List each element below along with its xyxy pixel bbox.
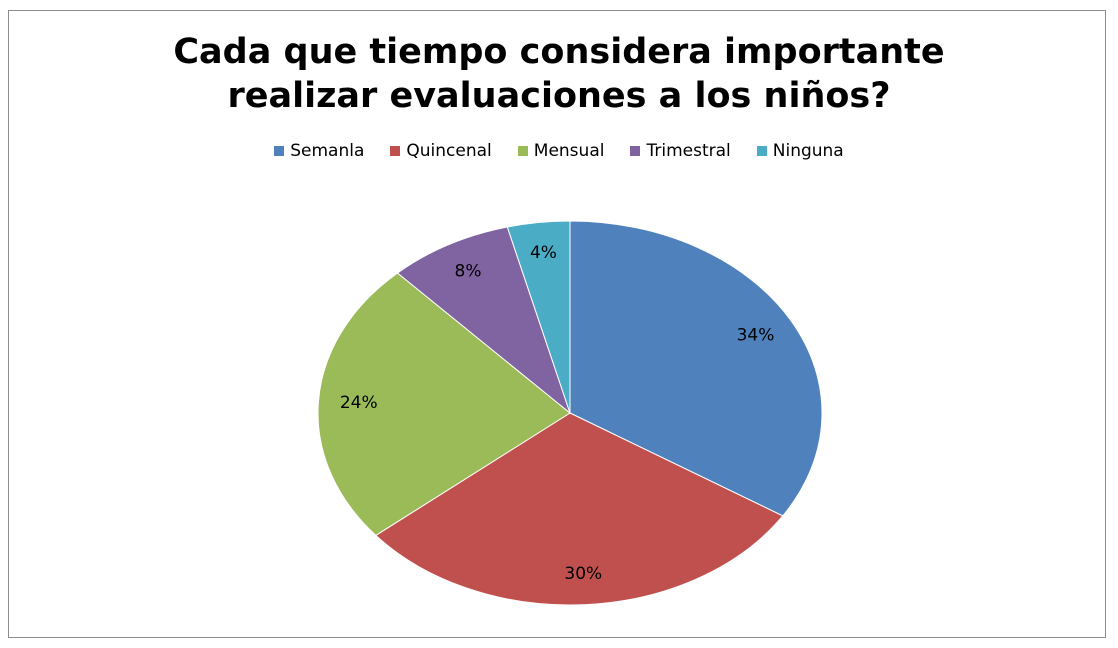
legend-swatch xyxy=(390,146,401,156)
chart-title: Cada que tiempo considera importante rea… xyxy=(173,32,945,116)
pie-slice xyxy=(569,220,823,517)
legend-swatch xyxy=(517,146,528,156)
legend-label: Quincenal xyxy=(406,141,492,161)
legend-label: Mensual xyxy=(533,141,605,161)
chart-frame xyxy=(8,10,1106,638)
data-label: 30% xyxy=(564,564,602,584)
legend-item: Mensual xyxy=(517,141,605,161)
legend-item: Ninguna xyxy=(756,141,844,161)
legend-item: Trimestral xyxy=(630,141,731,161)
data-label: 4% xyxy=(530,243,557,263)
pie-slice xyxy=(375,412,784,606)
data-label: 8% xyxy=(455,262,482,282)
pie-slice xyxy=(396,226,572,415)
legend-label: Semanla xyxy=(290,141,365,161)
legend: Semanla Quincenal Mensual Trimestral Ninguna xyxy=(0,141,1118,161)
legend-swatch xyxy=(274,146,285,156)
data-label: 34% xyxy=(737,325,775,345)
data-label: 24% xyxy=(340,393,378,413)
legend-label: Ninguna xyxy=(772,141,844,161)
legend-item: Semanla xyxy=(274,141,364,161)
legend-swatch xyxy=(756,146,767,156)
pie-slice xyxy=(506,220,571,414)
legend-swatch xyxy=(630,146,641,156)
pie-slice xyxy=(317,272,571,537)
legend-item: Quincenal xyxy=(390,141,492,161)
legend-label: Trimestral xyxy=(646,141,731,161)
